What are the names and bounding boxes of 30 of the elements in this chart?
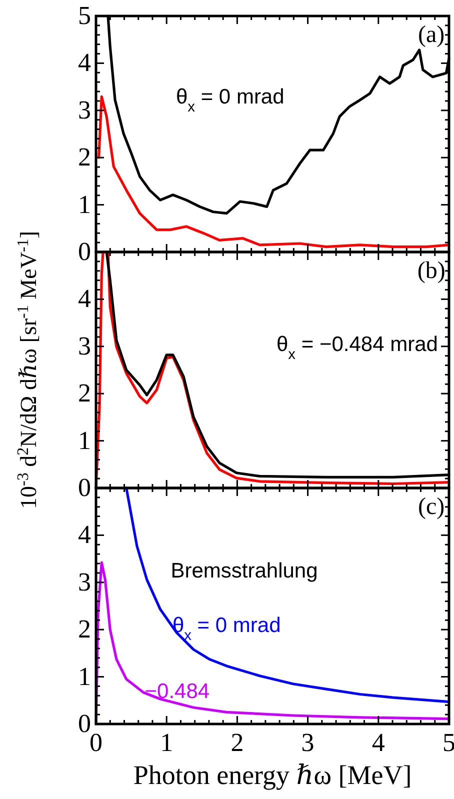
y-tick-label: 2 <box>78 378 91 408</box>
x-tick-label: 4 <box>372 728 385 757</box>
x-axis-title: Photon energy ℏω [MeV] <box>133 760 412 790</box>
y-tick-label: 0 <box>78 709 91 738</box>
annotation: (c) <box>418 494 445 520</box>
series-label: −0.484 <box>144 680 210 704</box>
annotation: (b) <box>417 258 446 284</box>
annotation: θ$_{x}$ = 0 mrad <box>176 85 284 116</box>
x-tick-label: 3 <box>301 728 314 757</box>
y-tick-label: 0 <box>78 237 91 266</box>
y-tick-label: 2 <box>78 614 91 644</box>
y-tick-label: 4 <box>78 48 91 78</box>
y-tick-label: 3 <box>78 331 91 360</box>
line-series <box>125 486 450 704</box>
y-tick-label: 5 <box>78 1 91 30</box>
x-tick-label: 2 <box>230 728 244 757</box>
y-tick-label: 1 <box>78 190 91 219</box>
y-tick-label: 3 <box>78 567 91 596</box>
y-tick-label: 0 <box>78 473 91 502</box>
line-series <box>94 561 450 726</box>
y-tick-label: 2 <box>78 142 91 172</box>
y-tick-label: 1 <box>78 662 91 691</box>
y-tick-label: 4 <box>78 520 91 550</box>
annotation: (a) <box>418 22 445 48</box>
y-tick-label: 1 <box>78 426 91 455</box>
annotation: Bremsstrahlung <box>170 560 318 583</box>
y-tick-label: 4 <box>78 284 91 314</box>
x-tick-label: 1 <box>160 728 174 757</box>
y-tick-label: 3 <box>78 95 91 124</box>
annotation: θ$_{x}$ = −0.484 mrad <box>276 333 438 364</box>
